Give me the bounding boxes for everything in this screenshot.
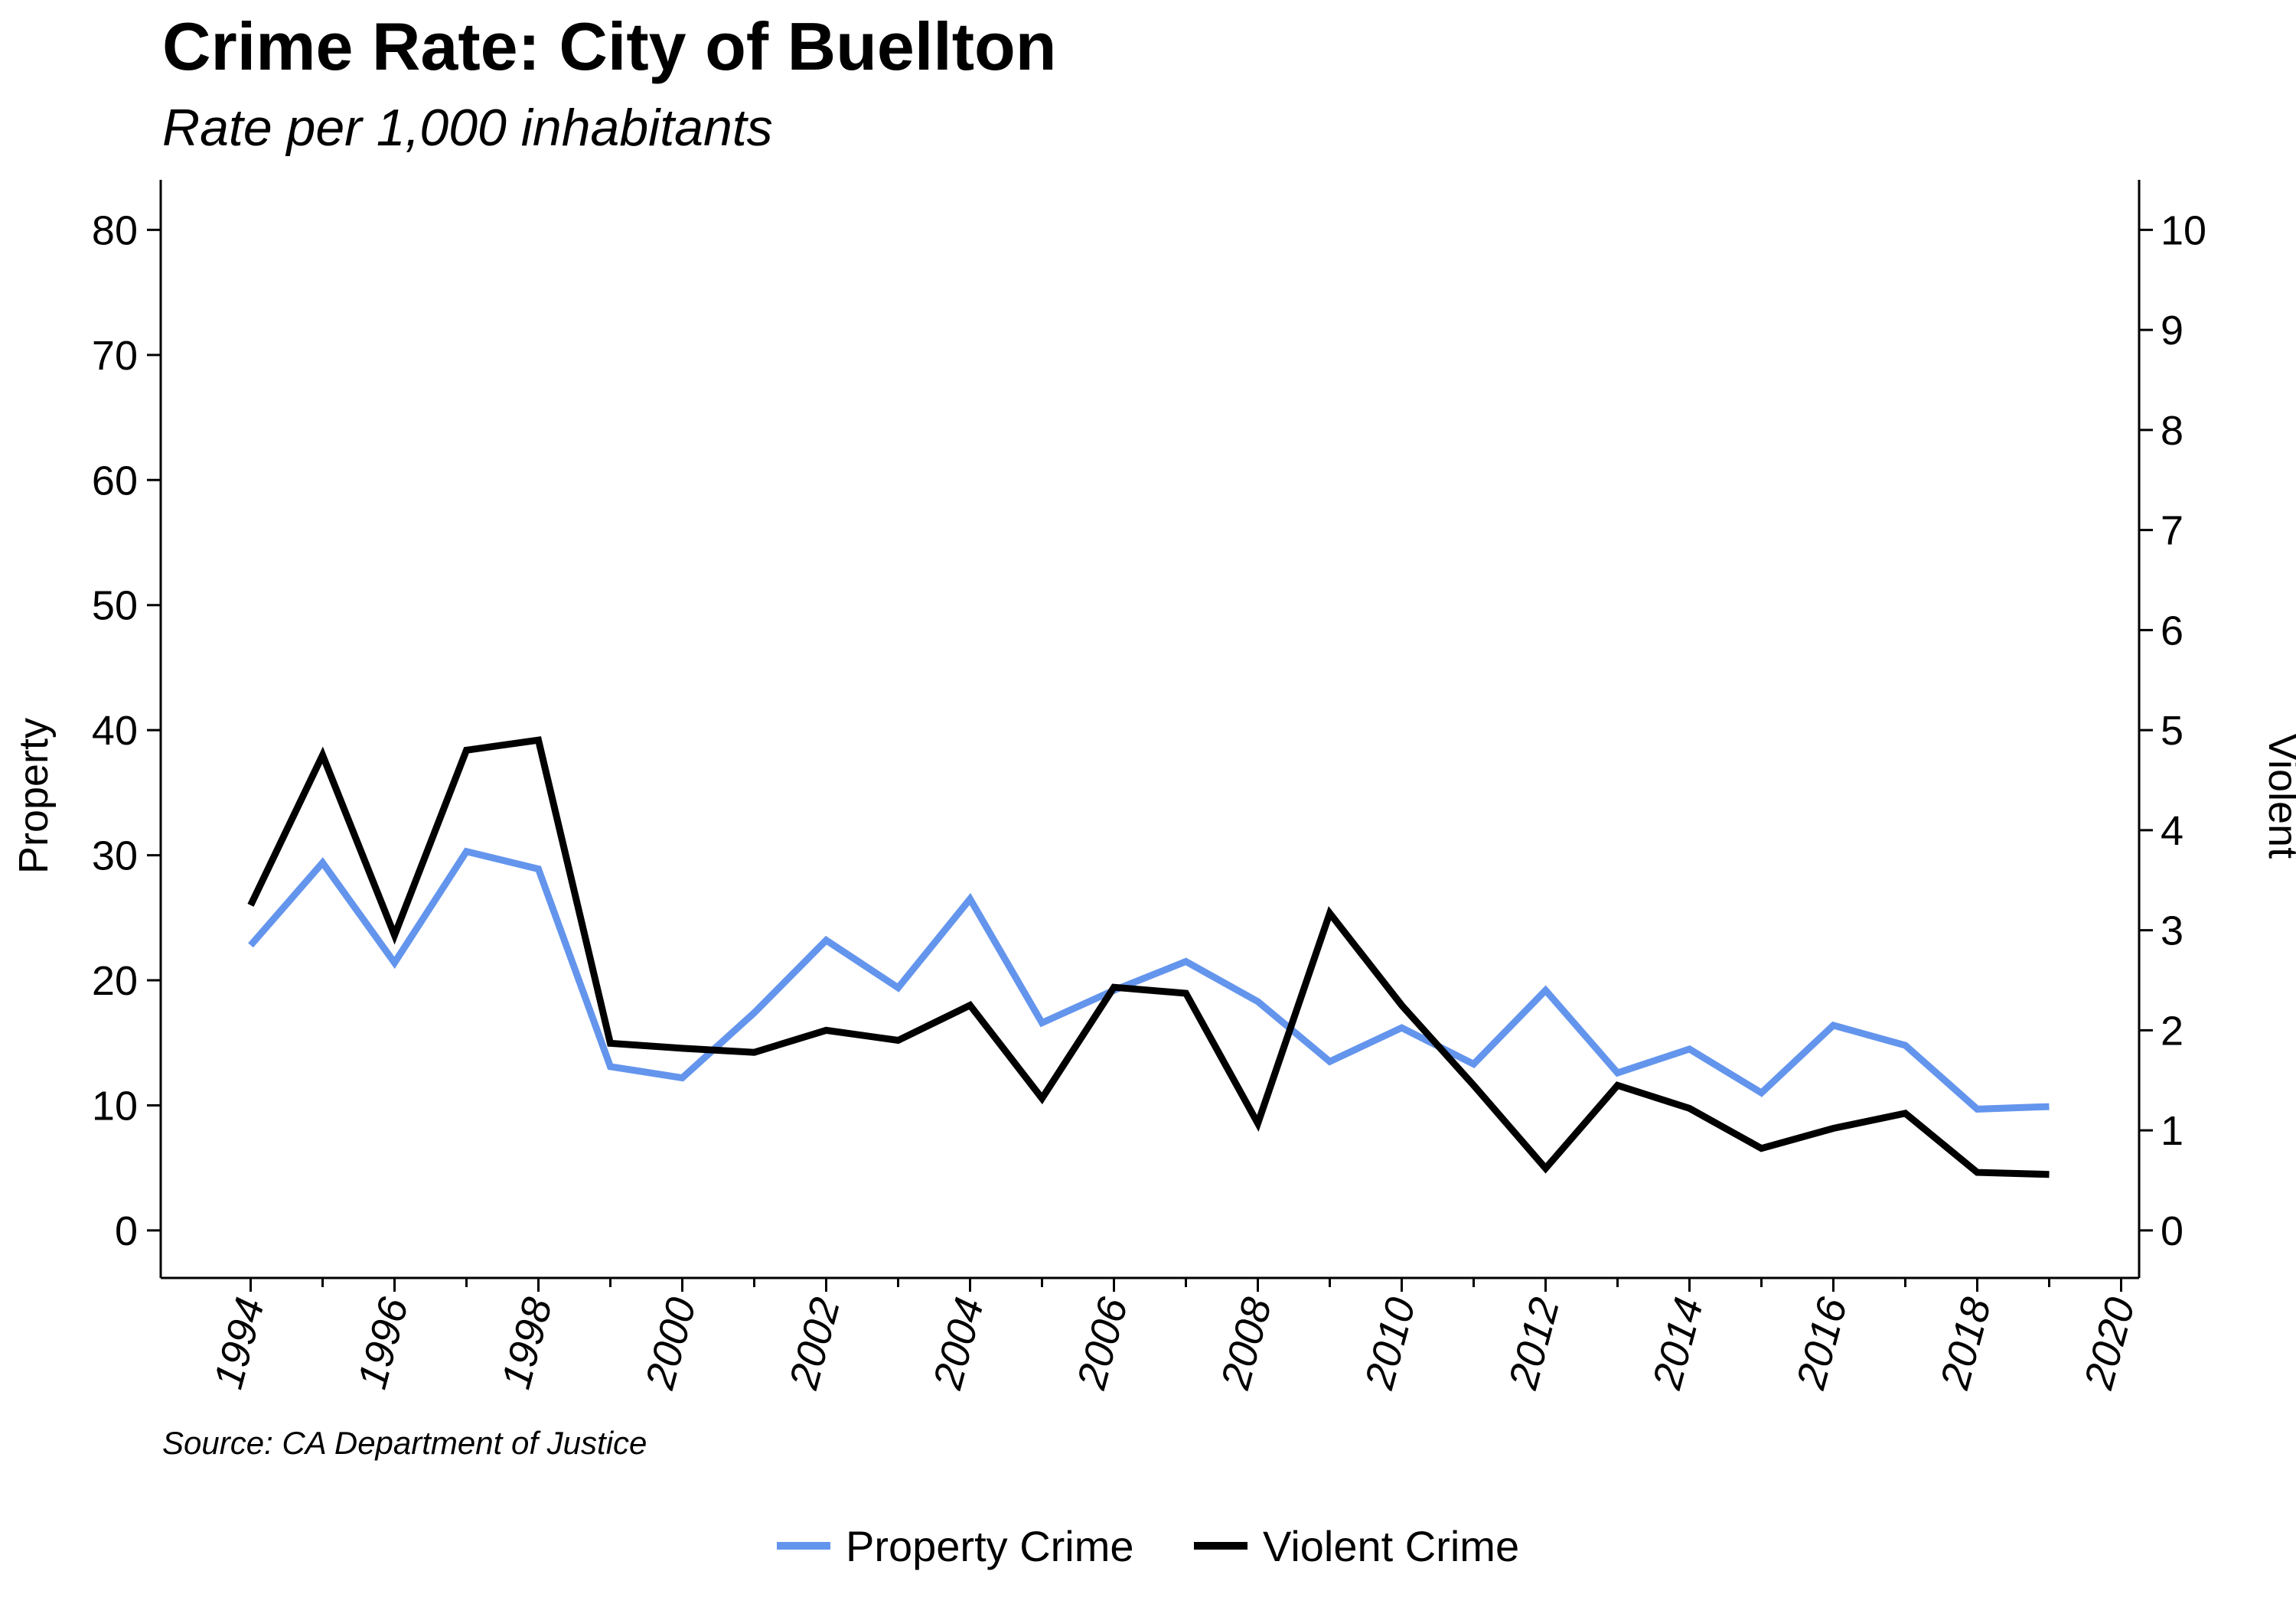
y-tick-label-left: 40 bbox=[92, 708, 138, 754]
x-tick-label: 1996 bbox=[349, 1292, 417, 1393]
y-tick-label-right: 10 bbox=[2161, 207, 2206, 253]
source-note: Source: CA Department of Justice bbox=[162, 1425, 647, 1461]
legend-violent-crime-label: Violent Crime bbox=[1263, 1522, 1519, 1570]
x-tick-label: 2014 bbox=[1644, 1293, 1712, 1395]
y-tick-label-left: 60 bbox=[92, 458, 138, 504]
y-tick-label-left: 80 bbox=[92, 207, 138, 253]
x-tick-label: 2002 bbox=[781, 1293, 849, 1395]
x-tick-label: 2008 bbox=[1212, 1293, 1280, 1395]
x-tick-label: 2016 bbox=[1788, 1292, 1857, 1394]
y-tick-label-right: 7 bbox=[2161, 508, 2183, 554]
y-tick-label-right: 2 bbox=[2161, 1008, 2183, 1054]
x-tick-label: 1998 bbox=[493, 1293, 561, 1394]
x-tick-label: 1994 bbox=[205, 1293, 273, 1394]
left-axis-ticks: 0 10 20 30 40 50 60 70 80 bbox=[92, 207, 161, 1254]
chart-title: Crime Rate: City of Buellton bbox=[162, 8, 1057, 84]
y-tick-label-right: 9 bbox=[2161, 308, 2183, 354]
y-tick-label-right: 1 bbox=[2161, 1108, 2183, 1154]
x-tick-label: 2000 bbox=[637, 1293, 705, 1395]
x-tick-label: 2010 bbox=[1356, 1293, 1424, 1395]
legend-property-crime-label: Property Crime bbox=[846, 1522, 1134, 1570]
y-tick-label-right: 8 bbox=[2161, 408, 2183, 454]
y-tick-label-right: 6 bbox=[2161, 608, 2183, 654]
y-tick-label-left: 70 bbox=[92, 333, 138, 379]
chart-axes bbox=[159, 180, 2141, 1279]
y-tick-label-left: 0 bbox=[115, 1208, 138, 1254]
right-axis-ticks: 0 1 2 3 4 5 6 7 8 9 10 bbox=[2139, 207, 2206, 1254]
x-tick-label: 2004 bbox=[925, 1293, 993, 1395]
chart-subtitle: Rate per 1,000 inhabitants bbox=[162, 99, 773, 157]
y-tick-label-right: 5 bbox=[2161, 708, 2183, 754]
x-tick-label: 2006 bbox=[1068, 1292, 1137, 1394]
y-tick-label-left: 50 bbox=[92, 583, 138, 629]
x-tick-label: 2018 bbox=[1932, 1293, 2000, 1395]
property-crime-line bbox=[248, 847, 2050, 1113]
x-axis-ticks: 1994 1996 1998 2000 2002 2004 2006 2008 2010 2012… bbox=[205, 1278, 2144, 1394]
y-tick-label-right: 3 bbox=[2161, 908, 2183, 954]
y-tick-label-left: 10 bbox=[92, 1083, 138, 1129]
y-tick-label-right: 4 bbox=[2161, 808, 2183, 854]
x-tick-label: 2020 bbox=[2076, 1293, 2144, 1395]
chart-series bbox=[247, 736, 2050, 1178]
y-axis-label-left: Property bbox=[11, 718, 57, 874]
y-tick-label-left: 20 bbox=[92, 958, 138, 1004]
violent-crime-line bbox=[247, 736, 2050, 1178]
y-tick-label-right: 0 bbox=[2161, 1208, 2183, 1254]
y-axis-label-right: Violent bbox=[2260, 733, 2296, 859]
y-tick-label-left: 30 bbox=[92, 833, 138, 879]
x-tick-label: 2012 bbox=[1500, 1293, 1568, 1395]
chart-legend: Property Crime Violent Crime bbox=[777, 1522, 1519, 1570]
